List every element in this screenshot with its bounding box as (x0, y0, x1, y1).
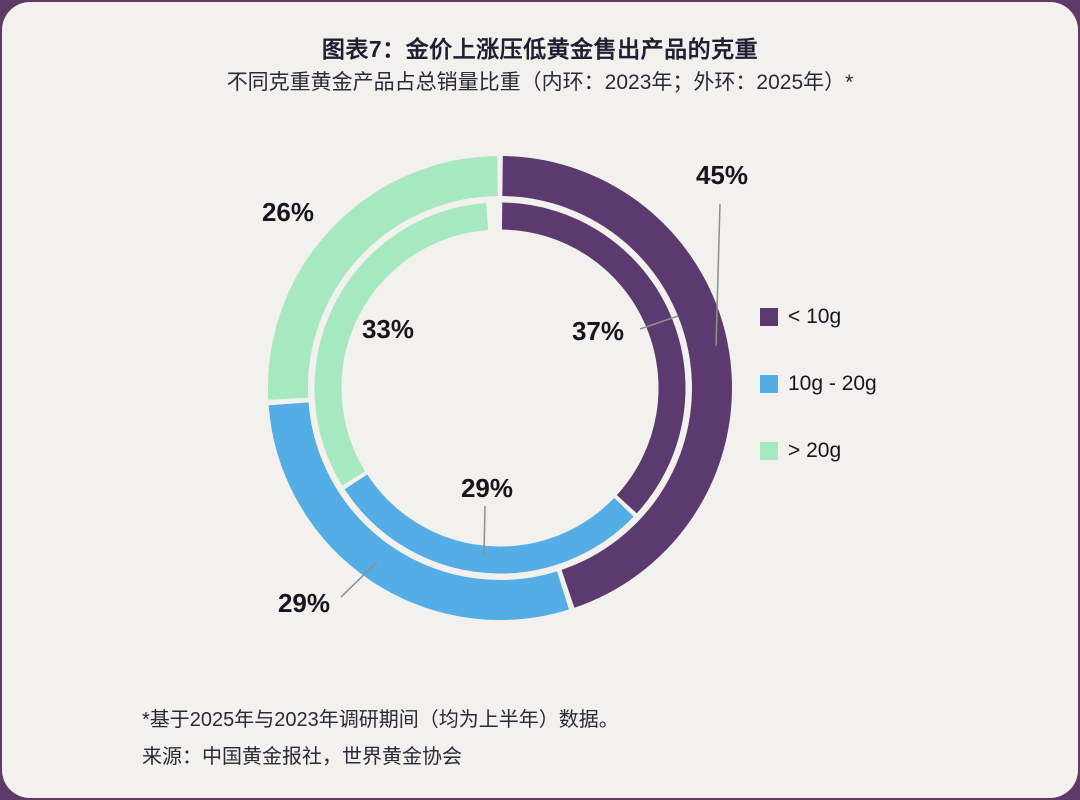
donut-segment-inner-2 (314, 203, 489, 486)
source-line: 来源：中国黄金报社，世界黄金协会 (142, 746, 462, 768)
legend-item-lt10: < 10g (760, 305, 877, 328)
leader-line-45 (715, 203, 721, 347)
legend-swatch-10to20-icon (760, 375, 778, 393)
label-outer-mid: 29% (277, 588, 331, 618)
legend-label-gt20: > 20g (788, 439, 842, 462)
legend-item-10to20: 10g - 20g (760, 372, 877, 395)
donut-segment-outer-1 (268, 402, 569, 620)
chart-title: 图表7：金价上涨压低黄金售出产品的克重 (321, 36, 759, 62)
donut-rings (268, 156, 732, 620)
legend-label-10to20: 10g - 20g (788, 372, 877, 395)
leader-line-37 (639, 315, 679, 330)
donut-segment-inner-1 (344, 474, 634, 574)
legend-item-gt20: > 20g (760, 439, 877, 462)
donut-segment-inner-0 (501, 202, 686, 514)
leader-line-29-inner (483, 505, 486, 557)
label-inner-gt20: 33% (361, 314, 415, 344)
legend-swatch-gt20-icon (760, 442, 778, 460)
label-outer-lt10: 45% (695, 160, 749, 190)
label-inner-lt10: 37% (571, 316, 625, 346)
legend-swatch-lt10-icon (760, 308, 778, 326)
chart-legend: < 10g 10g - 20g > 20g (760, 305, 877, 507)
donut-segment-outer-2 (268, 156, 498, 400)
leader-line-29-outer (340, 561, 378, 598)
legend-label-lt10: < 10g (788, 305, 842, 328)
chart-subtitle: 不同克重黄金产品占总销量比重（内环：2023年；外环：2025年）* (226, 71, 854, 94)
footnote: *基于2025年与2023年调研期间（均为上半年）数据。 (142, 709, 619, 731)
label-outer-gt20: 26% (261, 197, 315, 227)
label-inner-mid: 29% (460, 473, 514, 503)
donut-segment-outer-0 (502, 156, 732, 608)
leader-lines (340, 203, 721, 598)
